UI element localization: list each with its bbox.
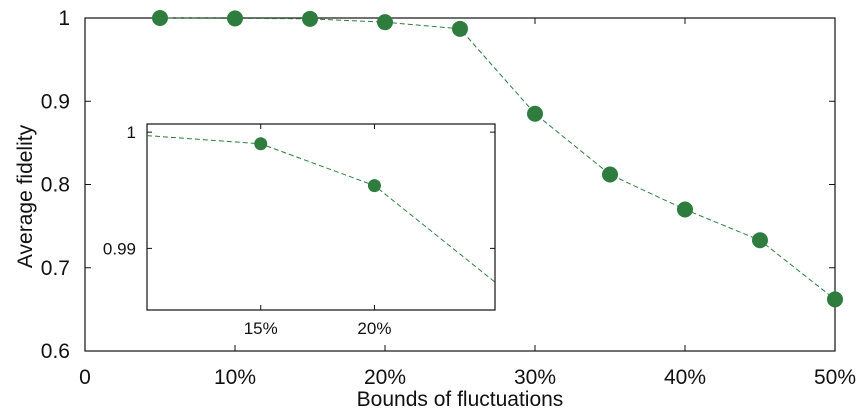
main-data-point bbox=[152, 10, 168, 26]
inset-data-point bbox=[254, 137, 268, 151]
main-data-point bbox=[527, 105, 543, 122]
inset-x-tick-label: 15% bbox=[244, 319, 278, 338]
main-x-tick-label: 40% bbox=[664, 366, 706, 389]
inset-series-line bbox=[146, 135, 496, 283]
inset-y-tick-label: 1 bbox=[127, 123, 136, 142]
main-y-tick-label: 0.9 bbox=[41, 90, 70, 113]
main-data-point bbox=[227, 10, 243, 27]
main-x-axis-label: Bounds of fluctuations bbox=[357, 388, 564, 411]
main-data-point bbox=[752, 232, 768, 249]
main-data-point bbox=[377, 14, 393, 31]
main-x-tick-label: 10% bbox=[214, 366, 256, 389]
main-x-tick-label: 30% bbox=[514, 366, 556, 389]
main-x-tick-label: 50% bbox=[814, 366, 856, 389]
main-data-point bbox=[827, 291, 843, 308]
main-y-axis-label: Average fidelity bbox=[14, 124, 37, 268]
inset-y-tick-label: 0.99 bbox=[103, 239, 136, 258]
main-y-tick-label: 1 bbox=[58, 7, 70, 30]
main-x-tick-label: 20% bbox=[364, 366, 406, 389]
main-x-tick-label: 0 bbox=[79, 366, 91, 389]
main-data-point bbox=[302, 10, 318, 27]
inset-plot-frame bbox=[146, 123, 496, 311]
main-series-line bbox=[159, 17, 836, 300]
main-data-point bbox=[452, 20, 468, 37]
main-y-tick-label: 0.8 bbox=[41, 174, 70, 197]
main-data-point bbox=[602, 166, 618, 183]
main-y-tick-label: 0.6 bbox=[41, 340, 70, 363]
main-y-tick-label: 0.7 bbox=[41, 257, 70, 280]
inset-data-point bbox=[367, 179, 381, 193]
inset-x-tick-label: 20% bbox=[357, 319, 391, 338]
main-data-point bbox=[677, 201, 693, 218]
